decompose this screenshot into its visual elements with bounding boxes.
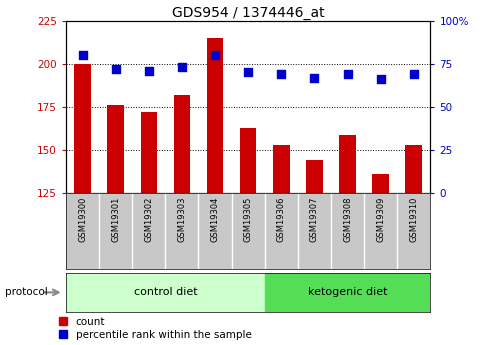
Bar: [66, 273, 264, 312]
Point: [144, 68, 152, 73]
Text: GSM19305: GSM19305: [243, 197, 252, 243]
Point: [211, 52, 219, 58]
Point: [376, 77, 384, 82]
Bar: [305, 160, 322, 193]
Point: [79, 52, 86, 58]
Bar: [206, 38, 223, 193]
Bar: [74, 64, 91, 193]
Bar: [264, 273, 429, 312]
Text: GSM19302: GSM19302: [144, 197, 153, 243]
Bar: [240, 128, 256, 193]
Title: GDS954 / 1374446_at: GDS954 / 1374446_at: [171, 6, 324, 20]
Point: [277, 71, 285, 77]
Text: ketogenic diet: ketogenic diet: [307, 287, 386, 297]
Text: GSM19304: GSM19304: [210, 197, 219, 243]
Point: [343, 71, 351, 77]
Text: control diet: control diet: [133, 287, 197, 297]
Bar: [140, 112, 157, 193]
Text: GSM19306: GSM19306: [276, 197, 285, 243]
Text: GSM19300: GSM19300: [78, 197, 87, 243]
Bar: [272, 145, 289, 193]
Point: [409, 71, 417, 77]
Text: GSM19307: GSM19307: [309, 197, 318, 243]
Text: GSM19303: GSM19303: [177, 197, 186, 243]
Text: GSM19309: GSM19309: [375, 197, 385, 243]
Point: [310, 75, 318, 80]
Bar: [405, 145, 421, 193]
Bar: [173, 95, 190, 193]
Bar: [339, 135, 355, 193]
Point: [178, 65, 185, 70]
Bar: [371, 174, 388, 193]
Point: [244, 70, 252, 75]
Text: GSM19310: GSM19310: [408, 197, 417, 243]
Legend: count, percentile rank within the sample: count, percentile rank within the sample: [59, 317, 251, 340]
Text: protocol: protocol: [5, 287, 47, 297]
Text: GSM19308: GSM19308: [342, 197, 351, 243]
Text: GSM19301: GSM19301: [111, 197, 120, 243]
Bar: [107, 105, 124, 193]
Point: [112, 66, 120, 72]
